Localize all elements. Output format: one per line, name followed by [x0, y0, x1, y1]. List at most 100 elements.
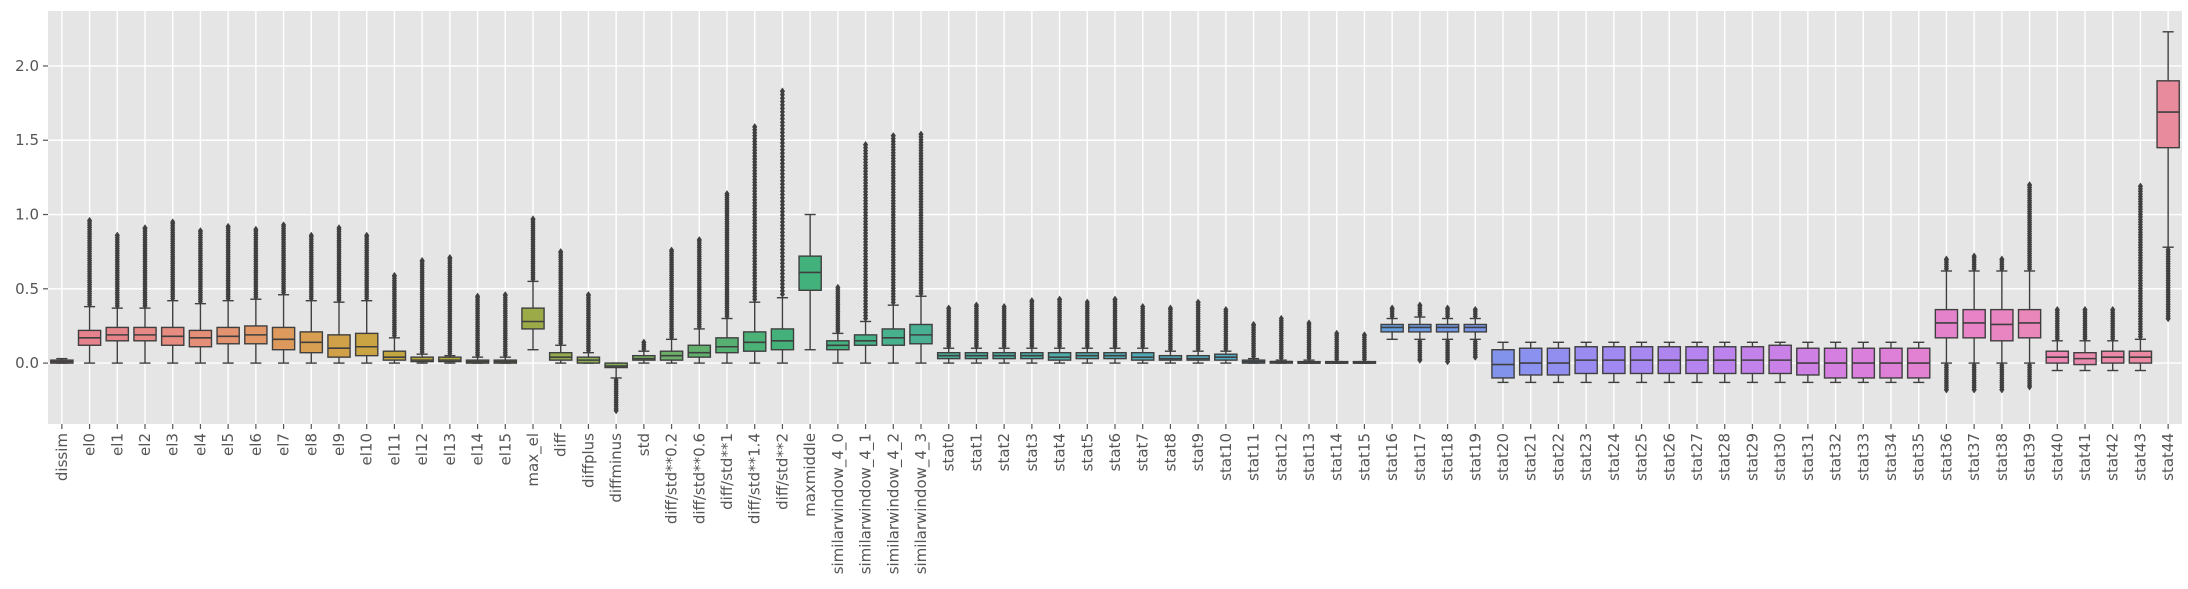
x-tick-label: stat20: [1494, 433, 1512, 481]
box-iqr: [1546, 347, 1571, 376]
x-tick-label: el1: [108, 433, 126, 456]
flier-point: [1140, 303, 1146, 311]
flier-point: [585, 291, 591, 299]
flier-point: [2165, 314, 2171, 323]
flier-point: [1029, 297, 1035, 305]
x-tick-label: stat13: [1300, 433, 1318, 481]
box-diff/std**1.4: [742, 123, 767, 364]
x-tick-label: stat39: [2021, 433, 2039, 481]
flier-point: [225, 222, 231, 231]
box-iqr: [770, 328, 795, 351]
x-tick-label: stat6: [1106, 433, 1124, 471]
flier-point: [1389, 304, 1395, 312]
flier-point: [696, 236, 702, 244]
x-tick-label: stat26: [1660, 433, 1678, 481]
box-stat0: [936, 304, 961, 364]
box-el1: [105, 231, 130, 364]
y-tick-label: 0.0: [15, 354, 39, 372]
flier-point: [391, 271, 397, 280]
x-tick-label: stat17: [1411, 433, 1429, 481]
box-stat42: [2100, 306, 2125, 372]
x-tick-label: similarwindow_4_0: [829, 433, 848, 574]
x-tick-label: diff/std**0.6: [690, 433, 708, 524]
box-stat9: [1186, 298, 1210, 364]
flier-point: [1445, 304, 1451, 312]
flier-point: [779, 87, 785, 95]
flier-point: [1306, 319, 1312, 327]
box-el14: [465, 292, 490, 364]
x-tick-label: stat38: [1993, 433, 2011, 481]
box-stat19: [1463, 306, 1488, 361]
flier-point: [669, 246, 675, 254]
flier-point: [558, 248, 564, 256]
box-diff/std**1: [715, 190, 739, 364]
box-stat13: [1297, 319, 1321, 364]
box-stat12: [1269, 314, 1294, 364]
flier-point: [1112, 295, 1118, 303]
x-tick-label: diff/std**1: [718, 433, 736, 510]
x-tick-label: dissim: [53, 433, 71, 481]
box-stat35: [1906, 341, 1931, 384]
flier-point: [1943, 386, 1949, 394]
x-tick-label: stat9: [1189, 433, 1207, 471]
flier-point: [1472, 306, 1478, 314]
x-tick-label: el2: [136, 433, 154, 456]
box-el12: [410, 256, 434, 364]
box-stat39: [2017, 181, 2042, 391]
box-stat5: [1075, 298, 1100, 364]
box-el13: [438, 254, 462, 364]
flier-point: [1334, 329, 1340, 337]
y-tick-label: 2.0: [15, 57, 39, 75]
box-stat28: [1712, 341, 1737, 384]
box-similarwindow_4_0: [826, 283, 850, 364]
box-iqr: [715, 337, 739, 354]
box-stat4: [1047, 295, 1072, 364]
x-tick-label: el11: [385, 433, 403, 465]
box-stat40: [2045, 306, 2070, 372]
x-tick-label: stat31: [1799, 433, 1817, 481]
flier-point: [1057, 295, 1063, 303]
y-tick-label: 0.5: [15, 280, 39, 298]
flier-point: [170, 218, 176, 226]
x-axis-ticks: dissim el0 el1 el2 el3 el4 el5 el6 el7 el8 el9 el10…: [53, 424, 2177, 574]
x-tick-label: stat25: [1633, 433, 1651, 481]
flier-point: [1001, 303, 1007, 311]
flier-point: [1167, 304, 1173, 312]
flier-point: [1417, 356, 1423, 364]
flier-point: [197, 227, 203, 235]
x-tick-label: el10: [358, 433, 376, 465]
box-stat32: [1823, 341, 1848, 384]
box-similarwindow_4_2: [881, 132, 906, 364]
box-stat23: [1574, 341, 1598, 384]
x-tick-label: stat11: [1245, 433, 1263, 481]
x-tick-label: stat23: [1577, 433, 1595, 481]
box-stat44: [2156, 31, 2180, 323]
x-tick-label: diffplus: [579, 433, 597, 488]
x-tick-label: stat14: [1328, 433, 1346, 481]
flier-point: [2110, 306, 2116, 314]
box-stat8: [1158, 304, 1183, 364]
box-diff: [548, 248, 573, 364]
x-tick-label: stat18: [1439, 433, 1457, 481]
box-stat43: [2128, 182, 2153, 372]
x-tick-label: stat1: [967, 433, 985, 471]
flier-point: [253, 225, 259, 233]
x-tick-label: el14: [469, 433, 487, 465]
x-tick-label: el12: [413, 433, 431, 465]
flier-point: [2027, 181, 2033, 189]
x-tick-label: stat2: [995, 433, 1013, 471]
flier-point: [2027, 383, 2033, 391]
x-tick-label: diffminus: [607, 433, 625, 503]
flier-point: [142, 224, 148, 232]
x-tick-label: stat16: [1383, 433, 1401, 481]
box-stat10: [1214, 306, 1238, 364]
box-stat3: [1020, 297, 1044, 364]
box-max_el: [521, 215, 545, 351]
box-iqr: [521, 307, 545, 330]
flier-point: [863, 141, 869, 149]
x-tick-label: el13: [441, 433, 459, 465]
box-iqr: [2156, 80, 2180, 149]
y-axis-ticks: 0.0 0.5 1.0 1.5 2.0: [15, 57, 48, 372]
x-tick-label: stat8: [1161, 433, 1179, 471]
